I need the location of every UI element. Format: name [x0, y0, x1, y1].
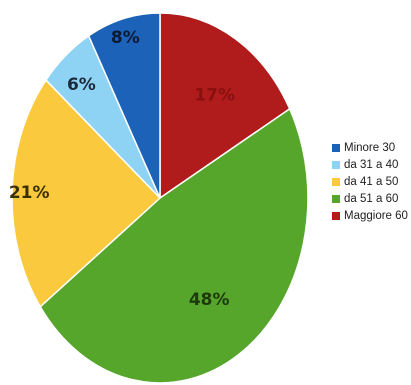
legend-swatch-da-31-a-40 [332, 161, 340, 169]
legend-label-minore-30: Minore 30 [344, 142, 395, 154]
slice-labels: 17% 48% 21% 6% 8% [9, 28, 235, 310]
slice-label-da-41-a-50: 21% [9, 183, 50, 203]
pie-slice-minore-30 [87, 12, 161, 199]
legend-swatch-minore-30 [332, 144, 340, 152]
pie-slice-da-51-a-60 [39, 107, 309, 384]
pie-slice-maggiore-60 [159, 12, 291, 200]
pie-slices [11, 12, 309, 384]
legend-swatch-maggiore-60 [332, 212, 340, 220]
slice-label-minore-30: 8% [111, 28, 140, 48]
legend-swatch-da-41-a-50 [332, 178, 340, 186]
legend-item-da-41-a-50: da 41 a 50 [332, 176, 398, 188]
legend-label-da-31-a-40: da 31 a 40 [344, 159, 398, 171]
pie-slice-da-41-a-50 [11, 78, 162, 308]
slice-label-da-31-a-40: 6% [67, 75, 96, 95]
legend-item-maggiore-60: Maggiore 60 [332, 210, 408, 222]
legend-label-da-51-a-60: da 51 a 60 [344, 193, 398, 205]
legend-item-da-31-a-40: da 31 a 40 [332, 159, 398, 171]
slice-label-da-51-a-60: 48% [189, 290, 230, 310]
legend-item-da-51-a-60: da 51 a 60 [332, 193, 398, 205]
slice-label-maggiore-60: 17% [194, 85, 235, 105]
legend: Minore 30 da 31 a 40 da 41 a 50 da 51 a 60 M… [332, 142, 408, 222]
legend-label-maggiore-60: Maggiore 60 [344, 210, 408, 222]
legend-item-minore-30: Minore 30 [332, 142, 395, 154]
legend-swatch-da-51-a-60 [332, 195, 340, 203]
legend-label-da-41-a-50: da 41 a 50 [344, 176, 398, 188]
